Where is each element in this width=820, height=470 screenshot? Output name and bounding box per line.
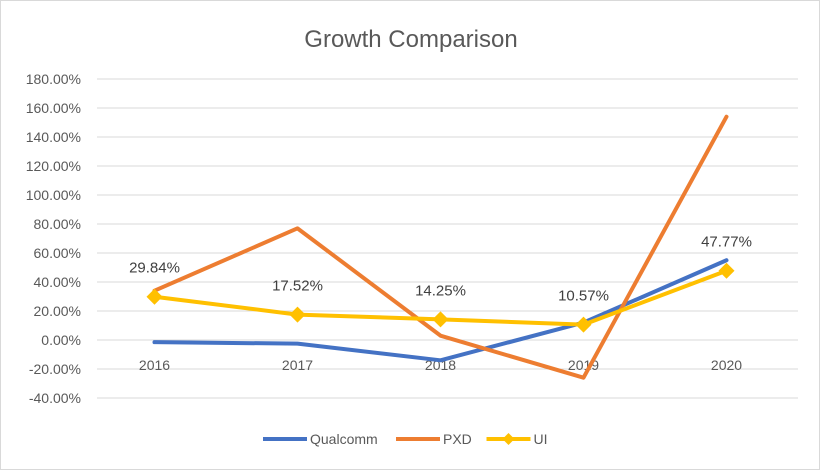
x-tick-label: 2020 [711,357,742,373]
y-tick-label: 40.00% [34,274,81,290]
data-point [289,306,306,323]
legend-label: Qualcomm [310,431,378,447]
y-tick-label: 120.00% [26,158,81,174]
data-labels: 29.84% 17.52% 14.25% 10.57% 47.77% [129,234,752,305]
chart-title: Growth Comparison [304,26,517,53]
data-label: 47.77% [701,234,752,251]
data-point [432,311,449,328]
data-point [575,316,592,333]
data-label: 14.25% [415,282,466,299]
data-point [718,262,735,279]
y-tick-label: 180.00% [26,71,81,87]
gridlines [97,78,798,399]
legend-marker [502,433,515,445]
y-tick-label: 80.00% [34,216,81,232]
x-axis-ticks: 2016 2017 2018 2019 2020 [139,357,742,373]
data-label: 17.52% [272,278,323,295]
y-tick-label: -20.00% [29,361,81,377]
series-line-qualcomm [152,258,729,363]
legend: Qualcomm PXD UI [263,431,548,447]
series-line-pxd [152,114,729,380]
y-tick-label: 60.00% [34,245,81,261]
y-tick-label: 0.00% [41,332,81,348]
x-tick-label: 2017 [282,357,313,373]
legend-label: PXD [443,431,472,447]
y-tick-label: 140.00% [26,129,81,145]
y-axis-ticks: -40.00% -20.00% 0.00% 20.00% 40.00% 60.00% 80.… [26,71,81,406]
x-tick-label: 2016 [139,357,170,373]
y-tick-label: 20.00% [34,303,81,319]
y-tick-label: 100.00% [26,187,81,203]
y-tick-label: 160.00% [26,100,81,116]
y-tick-label: -40.00% [29,390,81,406]
series-lines [146,114,735,380]
legend-label: UI [534,431,548,447]
data-label: 10.57% [558,288,609,305]
data-label: 29.84% [129,260,180,277]
data-point [146,288,163,305]
